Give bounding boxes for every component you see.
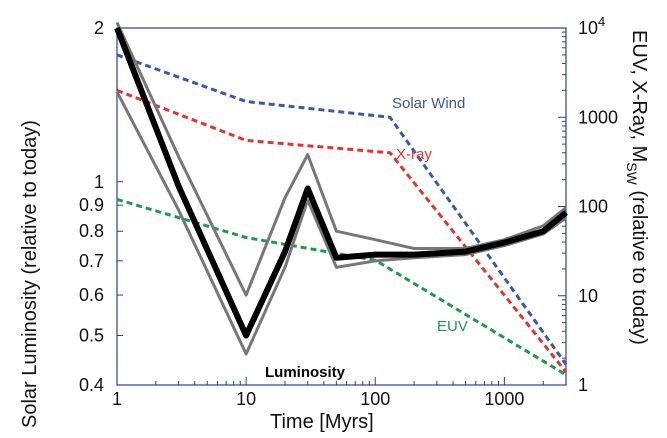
plot-frame: [116, 27, 567, 386]
tick-labels: 1 10 100 1000 0.4 0.5 0.6 0.7 0.8 0.9 1 2 1 10 100 1000…: [79, 14, 618, 409]
series-luminosity-bound-line: [115, 91, 567, 356]
tick-marks: [116, 27, 567, 386]
left-tick-label: 1: [94, 172, 104, 192]
x-tick-label: 1000: [484, 389, 524, 409]
series-luminosity-bound-line: [115, 21, 567, 297]
x-tick-label: 100: [360, 389, 390, 409]
left-tick-label: 0.8: [79, 221, 104, 241]
right-tick-label-top: 104: [578, 14, 605, 38]
label-euv: EUV: [437, 318, 468, 335]
right-axis-title-main: EUV, X-Ray, M: [628, 30, 650, 162]
x-axis-title: Time [Myrs]: [270, 411, 374, 433]
right-tick-label: 10: [578, 286, 598, 306]
left-tick-label: 2: [94, 18, 104, 38]
x-tick-label: 1: [112, 389, 122, 409]
label-x-ray: X-ray: [396, 146, 432, 163]
left-tick-label: 0.9: [79, 195, 104, 215]
right-tick-label: 1000: [578, 107, 618, 127]
left-tick-label: 0.4: [79, 375, 104, 395]
left-tick-label: 0.5: [79, 326, 104, 346]
series-lines: [114, 21, 568, 377]
label-solar-wind: Solar Wind: [392, 95, 465, 112]
right-tick-label: 1: [578, 375, 588, 395]
right-tick-label-top-exp: 4: [598, 14, 605, 29]
right-axis-title: EUV, X-Ray, MSW (relative to today): [624, 30, 650, 345]
right-tick-label: 100: [578, 197, 608, 217]
x-tick-label: 10: [236, 389, 256, 409]
left-tick-label: 0.7: [79, 251, 104, 271]
right-tick-label-top-base: 10: [578, 18, 598, 38]
series-solar-wind-line: [116, 53, 568, 366]
label-luminosity: Luminosity: [265, 364, 346, 381]
left-tick-label: 0.6: [79, 285, 104, 305]
series-x-ray-line: [116, 89, 568, 373]
right-axis-title-sub: SW: [624, 162, 640, 185]
series-luminosity-line: [114, 26, 568, 339]
series-euv-line: [116, 197, 567, 377]
left-axis-title: Solar Luminosity (relative to today): [19, 120, 41, 428]
right-axis-title-end: (relative to today): [628, 185, 650, 345]
